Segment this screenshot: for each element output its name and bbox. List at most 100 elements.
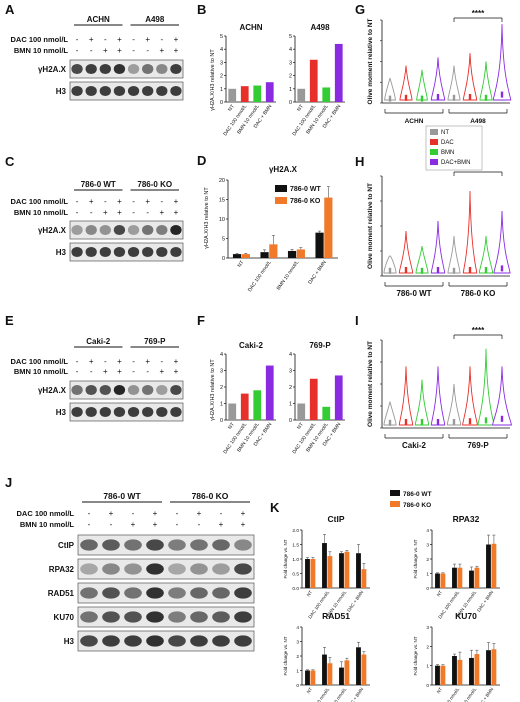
dac-sign: + — [174, 197, 179, 206]
violin — [462, 53, 478, 101]
y-tick-label: 2 — [426, 644, 429, 650]
x-tick-label: DAC + BMN — [346, 687, 364, 702]
dac-sign: - — [132, 35, 135, 44]
blot-band — [212, 587, 230, 599]
legend-swatch — [275, 197, 287, 204]
y-tick-label: 15 — [219, 198, 225, 204]
y-tick-label: 0 — [426, 586, 429, 592]
bmn-sign: + — [153, 520, 158, 529]
y-tick-label: 1 — [296, 669, 299, 675]
y-tick-label: 1 — [426, 664, 429, 670]
y-tick-label: 4 — [296, 625, 299, 631]
group-label: 786-0 WT — [396, 289, 431, 298]
blot-band — [124, 539, 142, 551]
y-tick-label: 4 — [289, 352, 292, 358]
blot-band — [124, 587, 142, 599]
bar — [297, 88, 306, 102]
violin — [430, 366, 446, 426]
bmn-row-label: BMN 10 nmol/L — [20, 520, 75, 529]
blot-band — [190, 539, 208, 551]
panel-letter: K — [270, 500, 280, 515]
legend-label: BMN — [441, 150, 454, 156]
dac-sign: - — [160, 357, 163, 366]
legend-swatch — [430, 159, 438, 165]
blot-band — [71, 63, 83, 75]
dac-sign: + — [174, 357, 179, 366]
legend-swatch — [275, 185, 287, 192]
blot-band — [80, 539, 98, 551]
panel-letter: H — [355, 154, 364, 169]
bmn-sign: + — [174, 208, 179, 217]
blot-band — [168, 539, 186, 551]
blot-band — [146, 611, 164, 623]
y-tick-label: 2 — [289, 385, 292, 391]
bar — [452, 656, 457, 685]
blot-band — [190, 563, 208, 575]
bmn-sign: - — [76, 208, 79, 217]
dac-sign: + — [197, 509, 202, 518]
bmn-sign: + — [241, 520, 246, 529]
violin-box — [468, 267, 472, 273]
blot-band — [170, 63, 182, 75]
blot-band — [170, 246, 182, 258]
dac-sign: + — [145, 35, 150, 44]
blot-band — [102, 635, 120, 647]
bar — [486, 650, 491, 685]
cell-line-label: ACHN — [87, 15, 110, 24]
y-tick-label: 3 — [289, 60, 292, 66]
panel-letter: A — [5, 2, 15, 17]
violin — [462, 366, 478, 426]
blot-band — [80, 563, 98, 575]
violin — [492, 24, 512, 101]
x-tick-label: DAC 100 nmol/L — [247, 260, 273, 294]
violin-box — [452, 94, 456, 101]
y-axis-title: Fold change vs. NT — [413, 539, 418, 578]
legend-swatch — [430, 129, 438, 135]
dac-sign: + — [89, 357, 94, 366]
blot-band — [234, 587, 252, 599]
group-label: ACHN — [405, 118, 424, 125]
bar — [339, 553, 344, 588]
bmn-sign: + — [159, 208, 164, 217]
x-tick-label: NT — [237, 260, 246, 269]
y-tick-label: 2 — [220, 385, 223, 391]
y-tick-label: 3 — [296, 640, 299, 646]
bar — [435, 665, 440, 685]
y-tick-label: 1.5 — [292, 543, 299, 549]
violin-box — [484, 417, 488, 424]
bmn-sign: + — [117, 208, 122, 217]
bmn-sign: + — [103, 46, 108, 55]
band-label: H3 — [56, 87, 67, 96]
y-tick-label: 2 — [289, 74, 292, 80]
legend-label: 786-0 KO — [290, 198, 321, 205]
y-tick-label: 3 — [289, 369, 292, 375]
group-label: 786-0 KO — [461, 289, 496, 298]
violin-box — [420, 95, 424, 102]
blot-band — [71, 224, 83, 236]
violin-box — [436, 94, 440, 100]
legend-swatch — [390, 501, 400, 507]
dac-sign: + — [117, 357, 122, 366]
bar — [296, 249, 305, 258]
blot-band — [168, 563, 186, 575]
bmn-sign: - — [176, 520, 179, 529]
bar — [356, 647, 361, 685]
violin — [430, 57, 446, 101]
blot-band — [102, 611, 120, 623]
violin — [477, 348, 495, 426]
y-tick-label: 1 — [289, 402, 292, 408]
blot-band — [170, 85, 182, 97]
blot-band — [85, 63, 97, 75]
band-label: γH2A.X — [38, 386, 67, 395]
dac-sign: - — [76, 357, 79, 366]
violin-box — [420, 419, 424, 425]
y-axis-title: γH2A.X/H3 relative to NT — [210, 359, 216, 421]
y-tick-label: 5 — [220, 34, 223, 40]
band-label: RAD51 — [48, 589, 75, 598]
blot-band — [113, 63, 126, 75]
blot-band — [168, 587, 186, 599]
subplot-title: ACHN — [239, 23, 262, 32]
bmn-sign: - — [198, 520, 201, 529]
violin — [479, 61, 493, 101]
bmn-sign: - — [88, 520, 91, 529]
